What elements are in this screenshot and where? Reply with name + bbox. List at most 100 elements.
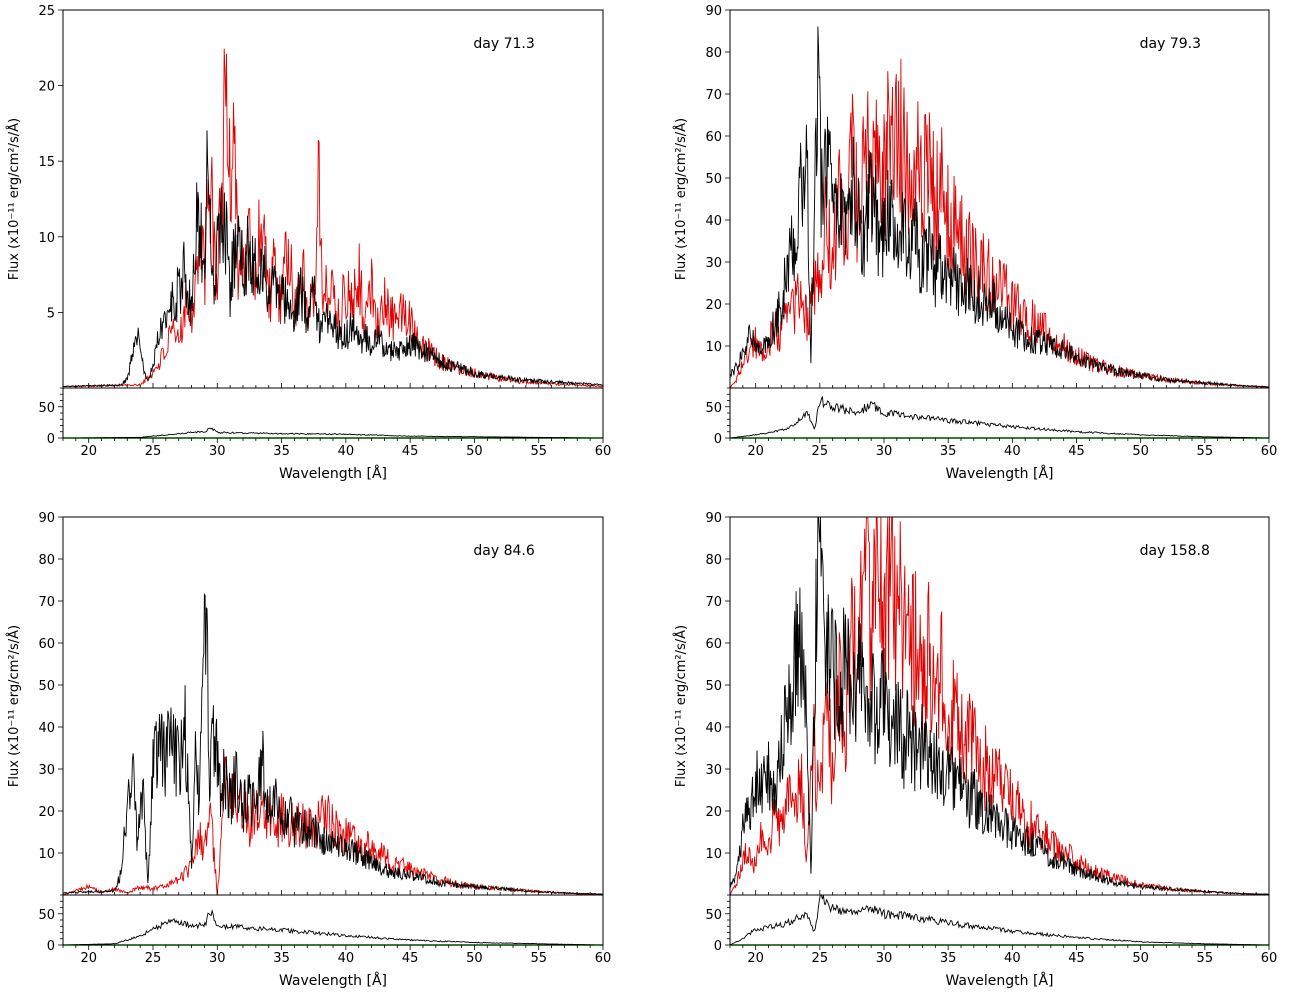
model-spectrum-line [730, 517, 1269, 895]
x-tick-label: 60 [1261, 951, 1278, 966]
y-tick-label: 10 [705, 847, 722, 862]
y-tick-label: 20 [38, 80, 55, 95]
main-plot-frame [729, 516, 1270, 896]
x-axis-label: Wavelength [Å] [945, 465, 1053, 482]
y-tick-label: 90 [705, 4, 722, 19]
y-axis-label: Flux (x10⁻¹¹ erg/cm²/s/Å) [6, 625, 22, 787]
x-tick-label: 60 [1261, 444, 1278, 459]
y-axis-label: Flux (x10⁻¹¹ erg/cm²/s/Å) [673, 625, 689, 787]
y-tick-label: 60 [705, 637, 722, 652]
residual-y-tick-label: 0 [47, 939, 55, 954]
y-tick-label: 70 [705, 88, 722, 103]
y-tick-label: 15 [38, 155, 55, 170]
y-tick-label: 40 [705, 721, 722, 736]
y-tick-label: 90 [38, 511, 55, 526]
x-tick-label: 50 [466, 444, 483, 459]
model-spectrum-line [63, 756, 603, 895]
x-tick-label: 20 [747, 444, 764, 459]
residual-y-tick-label: 0 [714, 432, 722, 447]
x-tick-label: 20 [80, 951, 97, 966]
x-tick-label: 25 [812, 951, 829, 966]
spectrum-panel-1: 20 25 30 35 40 45 50 55 60 5 10 15 20 25 0 50 Wavelength… [6, 4, 611, 482]
epoch-annotation: day 79.3 [1140, 36, 1201, 52]
x-tick-label: 25 [812, 444, 829, 459]
residual-line [63, 909, 603, 945]
x-tick-label: 50 [1132, 444, 1149, 459]
y-tick-label: 70 [705, 595, 722, 610]
y-tick-label: 80 [705, 46, 722, 61]
y-tick-label: 60 [38, 637, 55, 652]
residual-plot-frame [729, 387, 1270, 439]
residual-y-tick-label: 0 [47, 432, 55, 447]
x-tick-label: 60 [595, 444, 612, 459]
x-tick-label: 50 [1132, 951, 1149, 966]
epoch-annotation: day 158.8 [1140, 543, 1210, 559]
model-spectrum-line [730, 58, 1269, 388]
y-tick-label: 60 [705, 130, 722, 145]
epoch-annotation: day 71.3 [473, 36, 534, 52]
x-tick-label: 45 [402, 444, 419, 459]
main-plot-frame [729, 9, 1270, 389]
residual-y-tick-label: 50 [705, 908, 722, 923]
model-spectrum-line [63, 48, 603, 388]
y-tick-label: 20 [705, 298, 722, 313]
x-axis-label: Wavelength [Å] [279, 972, 387, 989]
y-tick-label: 10 [705, 340, 722, 355]
residual-plot-frame [62, 387, 604, 439]
spectrum-panel-2: 20 25 30 35 40 45 50 55 60 10 20 30 40 50 60 70 80 90 0 50 W… [673, 4, 1277, 482]
epoch-annotation: day 84.6 [473, 543, 534, 559]
residual-line [730, 396, 1269, 438]
x-tick-label: 35 [273, 444, 290, 459]
y-tick-label: 90 [705, 511, 722, 526]
y-tick-label: 30 [38, 763, 55, 778]
x-tick-label: 45 [1068, 951, 1085, 966]
x-axis-label: Wavelength [Å] [279, 465, 387, 482]
y-tick-label: 30 [705, 256, 722, 271]
x-tick-label: 55 [530, 444, 547, 459]
y-tick-label: 40 [38, 721, 55, 736]
y-tick-label: 30 [705, 763, 722, 778]
observed-spectrum-line [730, 26, 1269, 388]
observed-spectrum-line [730, 517, 1269, 895]
y-tick-label: 80 [38, 553, 55, 568]
residual-y-tick-label: 50 [38, 401, 55, 416]
y-tick-label: 80 [705, 553, 722, 568]
y-tick-label: 5 [47, 306, 55, 321]
x-tick-label: 20 [80, 444, 97, 459]
x-tick-label: 35 [273, 951, 290, 966]
x-tick-label: 60 [595, 951, 612, 966]
residual-plot-frame [62, 894, 604, 946]
x-tick-label: 40 [338, 951, 355, 966]
x-tick-label: 30 [876, 444, 893, 459]
x-tick-label: 35 [940, 444, 957, 459]
y-tick-label: 20 [38, 805, 55, 820]
x-tick-label: 40 [338, 444, 355, 459]
x-tick-label: 40 [1004, 444, 1021, 459]
residual-y-tick-label: 0 [714, 939, 722, 954]
y-tick-label: 50 [705, 172, 722, 187]
observed-spectrum-line [63, 593, 603, 895]
x-tick-label: 20 [747, 951, 764, 966]
residual-y-tick-label: 50 [705, 401, 722, 416]
observed-spectrum-line [63, 130, 603, 388]
x-tick-label: 55 [1197, 951, 1214, 966]
y-tick-label: 40 [705, 214, 722, 229]
spectrum-panel-4: 20 25 30 35 40 45 50 55 60 10 20 30 40 50 60 70 80 90 0 50 W… [673, 511, 1277, 989]
x-tick-label: 45 [1068, 444, 1085, 459]
y-tick-label: 25 [38, 4, 55, 19]
y-tick-label: 50 [705, 679, 722, 694]
x-tick-label: 45 [402, 951, 419, 966]
x-tick-label: 25 [145, 444, 162, 459]
x-tick-label: 30 [209, 444, 226, 459]
y-tick-label: 10 [38, 847, 55, 862]
spectrum-panel-3: 20 25 30 35 40 45 50 55 60 10 20 30 40 50 60 70 80 90 0 50 W… [6, 511, 611, 989]
x-axis-label: Wavelength [Å] [945, 972, 1053, 989]
x-tick-label: 55 [1197, 444, 1214, 459]
x-tick-label: 50 [466, 951, 483, 966]
x-tick-label: 40 [1004, 951, 1021, 966]
x-tick-label: 55 [530, 951, 547, 966]
x-tick-label: 35 [940, 951, 957, 966]
x-tick-label: 25 [145, 951, 162, 966]
y-axis-label: Flux (x10⁻¹¹ erg/cm²/s/Å) [6, 118, 22, 280]
